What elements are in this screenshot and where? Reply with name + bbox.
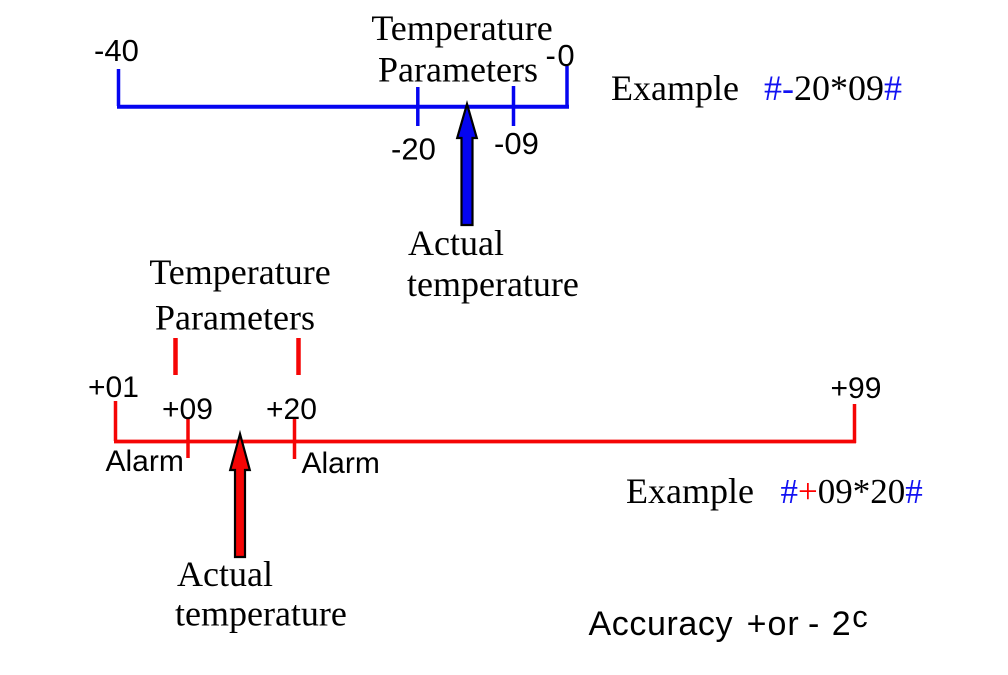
svg-text:Example: Example: [611, 68, 739, 108]
svg-text:-40: -40: [94, 33, 139, 68]
svg-text:-09: -09: [494, 126, 539, 161]
svg-text:-0: -0: [546, 38, 577, 73]
svg-text:+99: +99: [831, 372, 882, 405]
svg-text:+09: +09: [162, 393, 213, 426]
svg-text:#-20*09#: #-20*09#: [764, 68, 902, 108]
svg-text:-20: -20: [391, 132, 436, 167]
svg-text:- 2c: - 2c: [808, 599, 869, 643]
svg-text:Parameters: Parameters: [155, 298, 315, 338]
svg-text:#+09*20#: #+09*20#: [781, 472, 923, 511]
svg-text:Alarm: Alarm: [302, 447, 380, 480]
svg-text:Parameters: Parameters: [378, 50, 538, 90]
svg-text:+01: +01: [88, 371, 139, 404]
svg-text:Accuracy: Accuracy: [589, 605, 734, 643]
svg-text:Alarm: Alarm: [106, 445, 184, 478]
svg-text:Example: Example: [626, 471, 754, 511]
svg-text:Actual: Actual: [408, 223, 504, 263]
svg-text:Actual: Actual: [177, 554, 273, 594]
svg-text:+or: +or: [747, 605, 800, 643]
svg-text:temperature: temperature: [407, 264, 579, 304]
svg-text:+20: +20: [266, 393, 317, 426]
svg-text:temperature: temperature: [175, 594, 347, 634]
svg-text:Temperature: Temperature: [371, 8, 552, 48]
svg-text:Temperature: Temperature: [149, 252, 330, 292]
